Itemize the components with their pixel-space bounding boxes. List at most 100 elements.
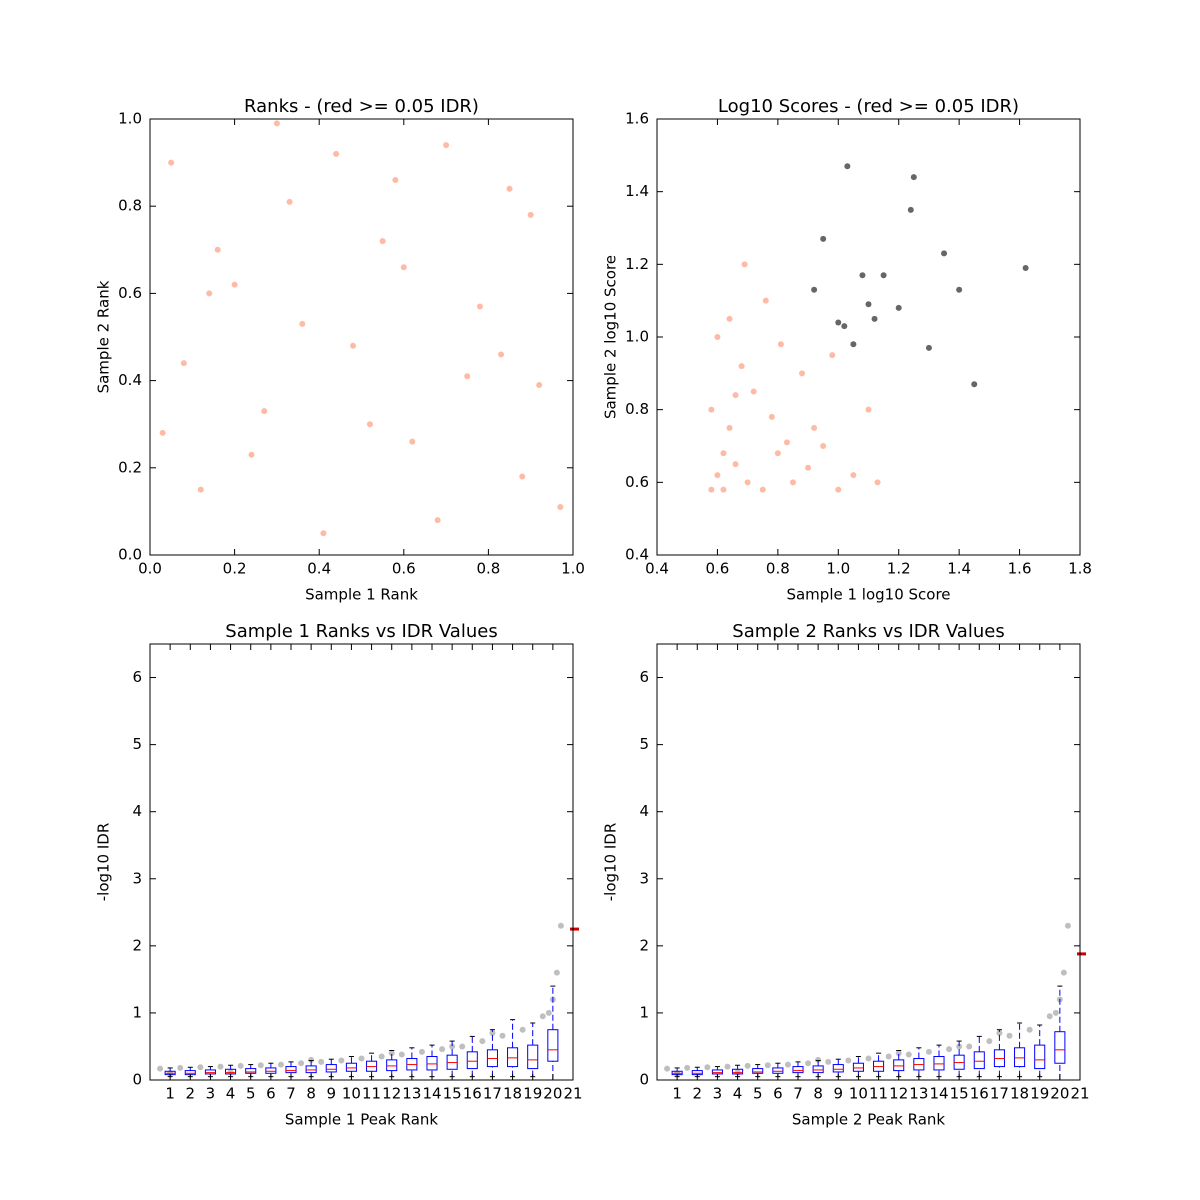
x-tick-label: 7	[793, 1085, 803, 1103]
point	[829, 352, 836, 359]
point	[553, 969, 560, 976]
x-tick-label: 18	[503, 1085, 522, 1103]
y-tick-label: 5	[132, 735, 142, 753]
box	[305, 1065, 317, 1074]
x-tick-label: 21	[563, 1085, 582, 1103]
point	[1060, 969, 1067, 976]
point	[784, 1061, 791, 1068]
panel-title: Log10 Scores - (red >= 0.05 IDR)	[718, 96, 1019, 117]
point	[366, 421, 373, 428]
x-tick-label: 15	[443, 1085, 462, 1103]
x-tick-label: 16	[463, 1085, 482, 1103]
y-tick-label: 0	[132, 1071, 142, 1089]
point	[157, 1065, 164, 1072]
point	[257, 1062, 264, 1069]
y-tick-label: 6	[639, 668, 649, 686]
point	[714, 472, 721, 479]
y-tick-label: 5	[639, 735, 649, 753]
box	[345, 1062, 357, 1072]
box	[507, 1047, 519, 1068]
point	[859, 272, 866, 279]
axes-frame	[656, 118, 1081, 556]
x-axis-label: Sample 2 Peak Rank	[792, 1111, 945, 1129]
x-tick-label: 1	[165, 1085, 175, 1103]
x-tick-label: 16	[970, 1085, 989, 1103]
point	[764, 1062, 771, 1069]
plot-area	[664, 922, 1071, 1081]
point	[986, 1038, 993, 1045]
point	[479, 1038, 486, 1045]
point	[941, 250, 948, 257]
point	[684, 1064, 691, 1071]
y-tick-label: 0.2	[118, 458, 142, 476]
point	[398, 1051, 405, 1058]
point	[318, 1058, 325, 1065]
x-tick-label: 5	[753, 1085, 763, 1103]
point	[299, 320, 306, 327]
x-tick-label: 2	[693, 1085, 703, 1103]
point	[1052, 1009, 1059, 1016]
point	[168, 159, 175, 166]
axes-frame	[656, 643, 1081, 1081]
point	[227, 1068, 234, 1075]
box	[386, 1059, 398, 1072]
point	[777, 341, 784, 348]
x-tick-label: 18	[1010, 1085, 1029, 1103]
point	[379, 238, 386, 245]
x-tick-label: 14	[929, 1085, 948, 1103]
plot-area	[708, 163, 1029, 493]
point	[261, 408, 268, 415]
x-tick-label: 20	[543, 1085, 562, 1103]
y-tick-label: 1.6	[625, 110, 649, 128]
point	[996, 1030, 1003, 1037]
plot-area	[157, 922, 564, 1081]
point	[557, 504, 564, 511]
x-tick-label: 1.0	[561, 560, 585, 578]
x-tick-label: 12	[382, 1085, 401, 1103]
point	[1046, 1013, 1053, 1020]
y-tick-label: 3	[132, 869, 142, 887]
x-tick-label: 17	[483, 1085, 502, 1103]
y-tick-label: 4	[132, 802, 142, 820]
x-tick-label: 20	[1050, 1085, 1069, 1103]
box	[325, 1064, 337, 1073]
point	[320, 530, 327, 537]
panel: Sample 1 Ranks vs IDR Values Sample 1 Pea…	[95, 621, 583, 1129]
x-axis-label: Sample 1 Peak Rank	[285, 1111, 438, 1129]
x-tick-label: 0.4	[307, 560, 331, 578]
x-tick-label: 11	[362, 1085, 381, 1103]
point	[443, 142, 450, 149]
point	[237, 1062, 244, 1069]
y-tick-label: 0.6	[118, 284, 142, 302]
point	[925, 344, 932, 351]
point	[476, 303, 483, 310]
point	[459, 1043, 466, 1050]
point	[741, 261, 748, 268]
panel: Sample 2 Ranks vs IDR Values Sample 2 Pea…	[602, 621, 1090, 1129]
x-axis-label: Sample 1 log10 Score	[786, 586, 950, 604]
point	[865, 1055, 872, 1062]
box	[832, 1064, 844, 1073]
point	[835, 319, 842, 326]
x-tick-label: 10	[849, 1085, 868, 1103]
point	[177, 1064, 184, 1071]
box	[893, 1059, 905, 1072]
point	[506, 185, 513, 192]
point	[956, 1043, 963, 1050]
point	[409, 438, 416, 445]
y-tick-label: 0	[639, 1071, 649, 1089]
point	[835, 486, 842, 493]
point	[744, 1062, 751, 1069]
point	[768, 413, 775, 420]
y-tick-label: 1.0	[625, 328, 649, 346]
x-tick-label: 8	[813, 1085, 823, 1103]
point	[750, 388, 757, 395]
box	[711, 1069, 723, 1075]
point	[844, 163, 851, 170]
point	[539, 1013, 546, 1020]
y-axis-label: Sample 2 Rank	[95, 280, 113, 393]
point	[273, 120, 280, 127]
box	[1054, 1031, 1066, 1064]
point	[811, 286, 818, 293]
box	[204, 1069, 216, 1075]
